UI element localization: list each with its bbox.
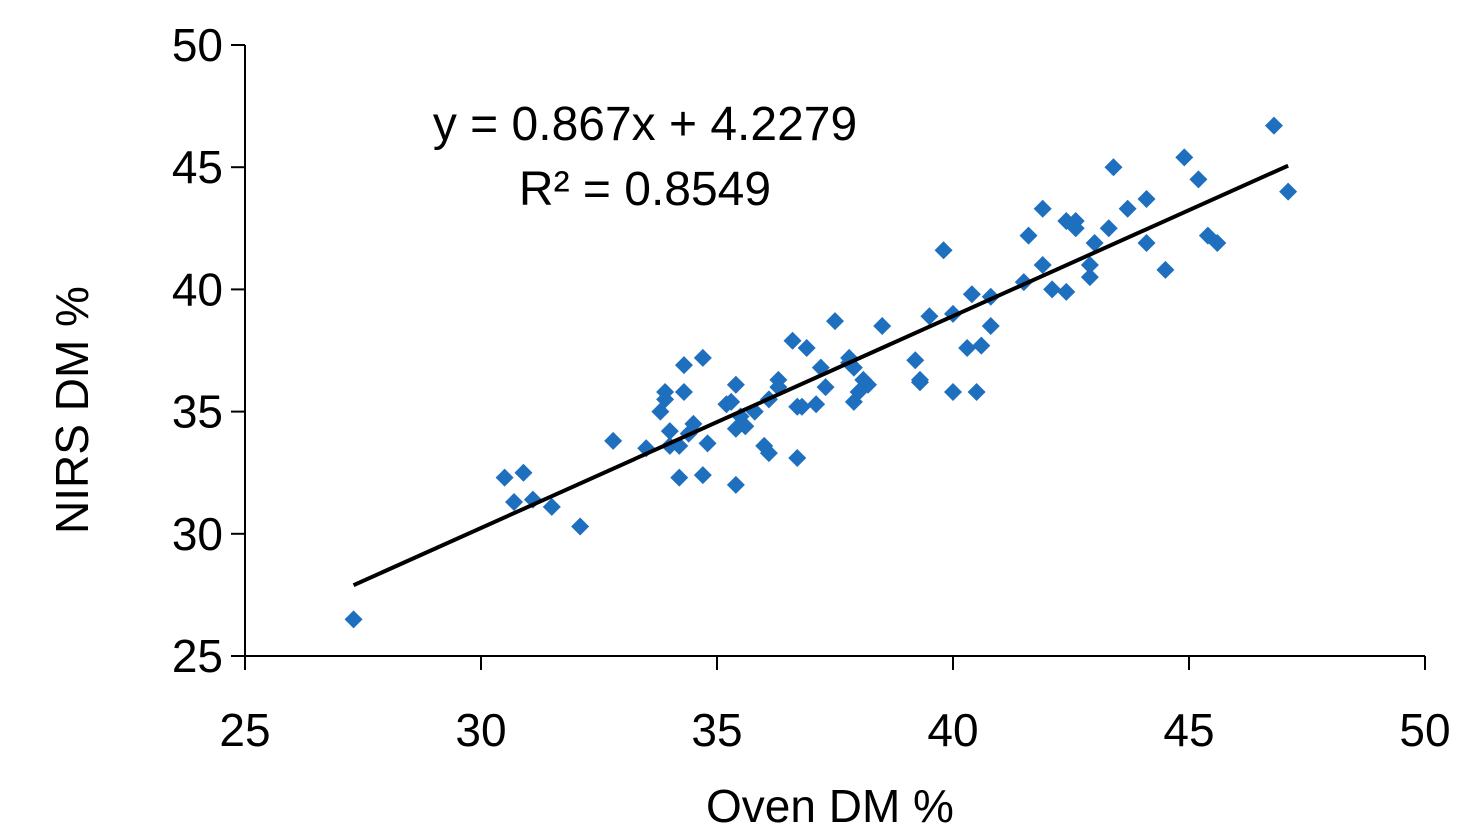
data-point: [944, 383, 962, 402]
data-point: [660, 422, 679, 441]
y-tick-label: 50: [172, 19, 223, 71]
x-axis-title: Oven DM %: [706, 780, 954, 832]
data-point: [495, 468, 514, 487]
data-point: [981, 317, 1000, 336]
y-tick-label: 40: [172, 263, 223, 315]
data-point: [693, 466, 712, 485]
data-point: [722, 392, 741, 411]
data-point: [1137, 189, 1156, 208]
data-point: [972, 336, 991, 355]
trendline: [352, 163, 1289, 588]
data-point: [797, 339, 816, 358]
data-point: [1080, 268, 1099, 287]
data-point: [505, 493, 524, 512]
data-point: [962, 285, 981, 304]
data-point: [674, 383, 693, 402]
data-point: [674, 356, 693, 375]
data-point: [934, 241, 953, 260]
data-point: [1104, 158, 1123, 177]
data-point: [1118, 199, 1137, 218]
data-point: [1033, 255, 1052, 274]
data-point: [726, 375, 745, 394]
y-tick-label: 35: [172, 386, 223, 438]
data-point: [604, 431, 623, 450]
data-point: [571, 517, 590, 536]
data-point: [344, 610, 363, 629]
data-point: [792, 397, 811, 416]
x-tick-label: 50: [1399, 704, 1450, 756]
data-point: [873, 317, 892, 336]
data-point: [1264, 116, 1283, 135]
data-point: [670, 468, 689, 487]
r-squared-label: R² = 0.8549: [519, 163, 771, 216]
data-point: [1156, 260, 1175, 279]
data-point: [1033, 199, 1052, 218]
data-point: [1175, 148, 1194, 167]
data-point: [783, 331, 802, 350]
data-point: [1066, 211, 1085, 230]
data-point: [958, 339, 977, 358]
data-point: [1137, 233, 1156, 252]
y-tick-label: 45: [172, 141, 223, 193]
data-point: [807, 395, 826, 414]
axis-ticks: 25 30 35 40 45 50 25 30 35 40 45 50: [172, 19, 1451, 756]
data-point: [906, 351, 925, 370]
data-point: [693, 348, 712, 367]
data-point: [967, 383, 986, 402]
data-point: [1043, 280, 1062, 299]
y-tick-label: 25: [172, 630, 223, 682]
data-point: [1208, 233, 1227, 252]
data-point: [826, 312, 844, 331]
data-point: [542, 497, 561, 516]
y-axis-title: NIRS DM %: [46, 286, 98, 534]
data-point: [736, 417, 755, 436]
x-tick-label: 45: [1163, 704, 1214, 756]
data-point: [684, 414, 703, 433]
data-point: [759, 444, 778, 463]
data-point: [1279, 182, 1298, 201]
data-point: [726, 475, 745, 494]
data-point: [1080, 255, 1099, 274]
data-point: [788, 449, 807, 468]
y-tick-label: 30: [172, 508, 223, 560]
x-tick-label: 25: [219, 704, 270, 756]
data-point: [1085, 233, 1104, 252]
data-point: [1019, 226, 1038, 245]
x-tick-label: 30: [455, 704, 506, 756]
data-point: [816, 378, 835, 397]
data-point: [1099, 219, 1118, 238]
data-point: [656, 383, 675, 402]
data-point: [698, 434, 717, 453]
data-point: [859, 375, 878, 394]
data-point: [1189, 170, 1208, 189]
x-tick-label: 40: [927, 704, 978, 756]
data-point: [1057, 282, 1076, 301]
data-point: [514, 463, 533, 482]
data-point: [910, 370, 929, 389]
data-point: [920, 307, 939, 326]
x-tick-label: 35: [691, 704, 742, 756]
data-points: [344, 116, 1298, 629]
equation-label: y = 0.867x + 4.2279: [433, 98, 857, 151]
